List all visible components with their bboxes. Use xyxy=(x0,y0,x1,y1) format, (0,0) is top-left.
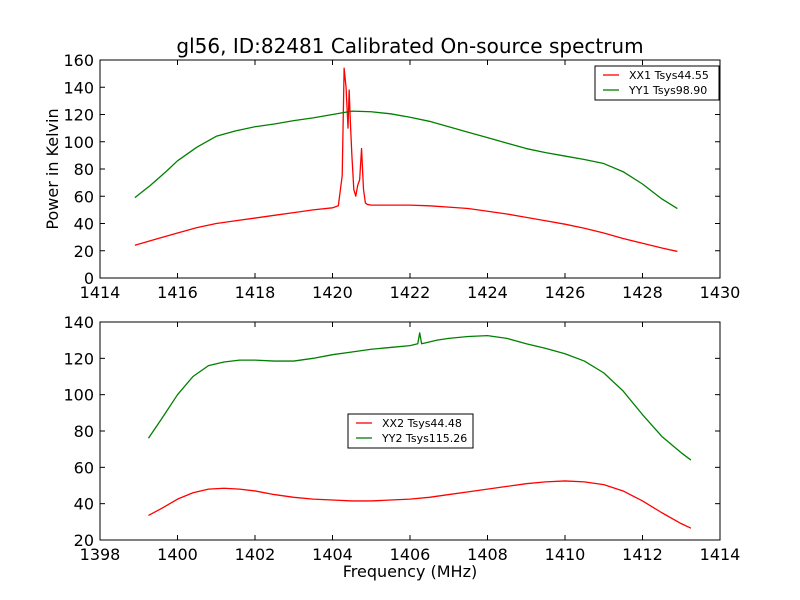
x-tick-label: 1422 xyxy=(390,283,431,302)
legend-label: YY1 Tsys98.90 xyxy=(628,84,707,97)
legend-label: XX1 Tsys44.55 xyxy=(629,69,709,82)
series-line-yy1 xyxy=(134,110,678,210)
y-tick-label: 40 xyxy=(74,495,94,514)
legend-box xyxy=(594,65,720,101)
x-tick-label: 1414 xyxy=(700,545,741,564)
x-tick-label: 1402 xyxy=(235,545,276,564)
y-tick-label: 120 xyxy=(63,106,94,125)
y-tick-label: 120 xyxy=(63,349,94,368)
y-tick-label: 40 xyxy=(74,215,94,234)
x-axis-label: Frequency (MHz) xyxy=(343,562,477,581)
legend-label: XX2 Tsys44.48 xyxy=(382,417,462,430)
series-line-xx2 xyxy=(148,480,692,529)
y-tick-label: 140 xyxy=(63,78,94,97)
y-axis-label: Power in Kelvin xyxy=(43,108,62,229)
y-tick-label: 20 xyxy=(74,242,94,261)
x-tick-label: 1404 xyxy=(312,545,353,564)
top-panel: 1414 1416 1418 1420 1422 1424 1426 1428 1430 0 20 4… xyxy=(63,51,740,302)
y-tick-label: 60 xyxy=(74,187,94,206)
y-tick-label: 60 xyxy=(74,458,94,477)
x-tick-label: 1412 xyxy=(622,545,663,564)
y-tick-label: 140 xyxy=(63,313,94,332)
bottom-panel: 1398 1400 1402 1404 1406 1408 1410 1412 1414 20 40… xyxy=(63,313,740,564)
y-tick-label: 80 xyxy=(74,160,94,179)
legend-box xyxy=(347,413,474,449)
x-tick-label: 1414 xyxy=(80,283,121,302)
x-tick-label: 1426 xyxy=(545,283,586,302)
x-tick-label: 1418 xyxy=(235,283,276,302)
series-line-xx1 xyxy=(134,67,678,253)
x-tick-label: 1416 xyxy=(157,283,198,302)
x-tick-label: 1398 xyxy=(80,545,121,564)
chart-title: gl56, ID:82481 Calibrated On-source spec… xyxy=(176,34,643,58)
series-line-yy2 xyxy=(147,332,692,461)
y-tick-label: 100 xyxy=(63,386,94,405)
x-tick-label: 1408 xyxy=(467,545,508,564)
legend: XX2 Tsys44.48 YY2 Tsys115.26 xyxy=(347,413,474,449)
x-tick-label: 1400 xyxy=(157,545,198,564)
y-tick-label: 160 xyxy=(63,51,94,70)
x-tick-label: 1424 xyxy=(467,283,508,302)
y-tick-label: 80 xyxy=(74,422,94,441)
legend: XX1 Tsys44.55 YY1 Tsys98.90 xyxy=(594,65,720,101)
y-tick-label: 100 xyxy=(63,133,94,152)
x-tick-label: 1430 xyxy=(700,283,741,302)
y-tick-label: 0 xyxy=(84,269,94,288)
y-tick-label: 20 xyxy=(74,531,94,550)
x-tick-label: 1420 xyxy=(312,283,353,302)
x-tick-label: 1406 xyxy=(390,545,431,564)
x-tick-label: 1428 xyxy=(622,283,663,302)
x-tick-label: 1410 xyxy=(545,545,586,564)
legend-label: YY2 Tsys115.26 xyxy=(381,432,467,445)
